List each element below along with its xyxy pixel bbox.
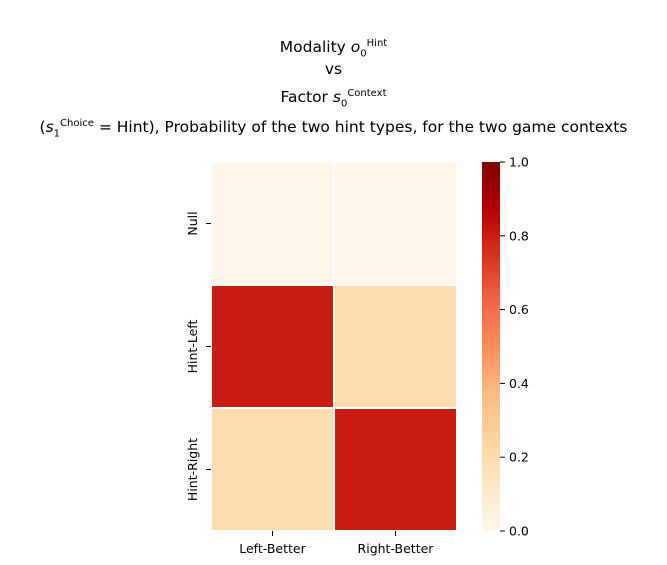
heatmap-cell	[333, 407, 458, 532]
title-line-4: (s1Choice = Hint), Probability of the tw…	[39, 118, 628, 140]
colorbar-tick-label: 0.2	[509, 450, 529, 465]
colorbar-tick-label: 0.6	[509, 302, 529, 317]
heatmap-cell	[333, 161, 458, 286]
heatmap-cells	[210, 161, 458, 532]
x-tick-label: Right-Better	[358, 541, 435, 556]
heatmap-cell	[210, 284, 335, 409]
y-axis: Null Hint-Left Hint-Right	[185, 211, 211, 501]
x-tick-label: Left-Better	[239, 541, 306, 556]
colorbar-tick-label: 0.4	[509, 376, 529, 391]
title-line-3: Factor s0Context	[280, 88, 387, 110]
heatmap-cell	[210, 161, 335, 286]
x-axis: Left-Better Right-Better	[239, 531, 434, 556]
title-line-1: Modality o0Hint	[279, 38, 388, 60]
title-line-2: vs	[324, 60, 343, 78]
y-tick-label: Hint-Right	[185, 438, 200, 501]
colorbar: 0.0 0.2 0.4 0.6 0.8 1.0	[482, 155, 529, 539]
y-tick-label: Hint-Left	[185, 320, 200, 374]
colorbar-tick-label: 0.8	[509, 228, 529, 243]
colorbar-gradient	[482, 162, 500, 531]
y-tick-label: Null	[185, 211, 200, 235]
heatmap-cell	[210, 407, 335, 532]
heatmap-cell	[333, 284, 458, 409]
colorbar-tick-label: 0.0	[509, 524, 529, 539]
colorbar-tick-label: 1.0	[509, 155, 529, 170]
